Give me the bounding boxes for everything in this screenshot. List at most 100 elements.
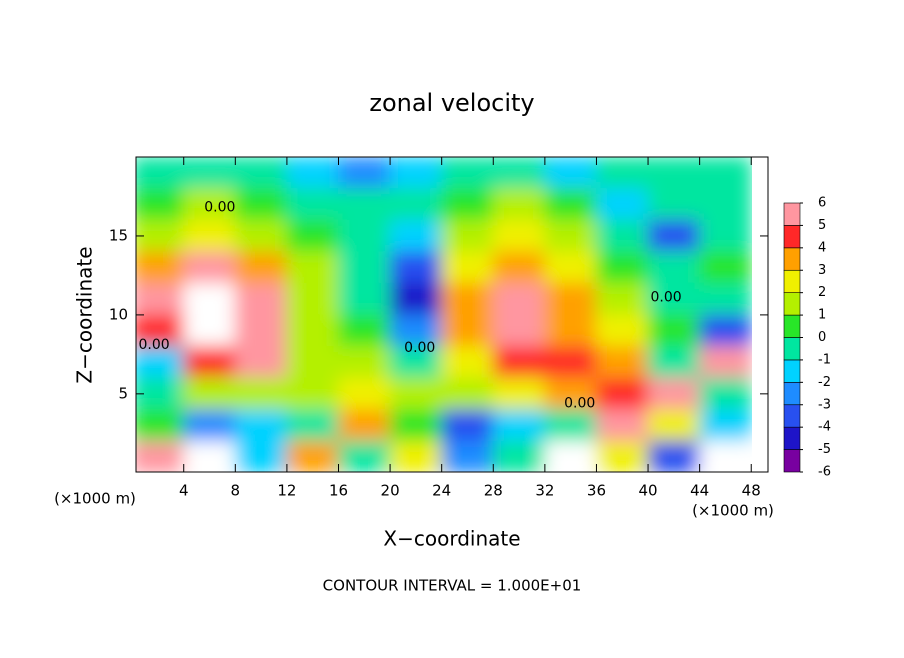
cell xyxy=(183,314,236,347)
cell xyxy=(492,188,546,221)
cell xyxy=(286,282,339,316)
colorbar-tick-label: 5 xyxy=(818,218,826,233)
cell xyxy=(441,282,494,316)
cell xyxy=(286,157,339,190)
cell xyxy=(492,345,546,379)
cell xyxy=(544,377,597,411)
cell xyxy=(183,219,236,253)
x-tick-label: 8 xyxy=(231,482,241,500)
cell xyxy=(337,440,391,472)
cell xyxy=(183,440,236,472)
cell xyxy=(544,314,597,347)
cell xyxy=(699,314,752,347)
x-tick-label: 4 xyxy=(179,482,189,500)
cell xyxy=(441,157,494,190)
cell xyxy=(699,345,752,379)
x-tick-label: 36 xyxy=(587,482,606,500)
colorbar-swatch xyxy=(783,382,801,406)
cell xyxy=(544,409,597,442)
y-unit: (×1000 m) xyxy=(54,490,136,508)
cell xyxy=(595,251,649,284)
cell xyxy=(647,219,701,253)
cell xyxy=(286,251,339,284)
cell xyxy=(595,377,649,411)
field-cells xyxy=(136,157,752,472)
cell xyxy=(286,409,339,442)
cell xyxy=(441,440,494,472)
cell xyxy=(136,282,185,316)
cell xyxy=(441,314,494,347)
cell xyxy=(492,282,546,316)
cell xyxy=(389,188,443,221)
chart-title: zonal velocity xyxy=(369,89,534,117)
cell xyxy=(441,219,494,253)
cell xyxy=(699,282,752,316)
cell xyxy=(234,157,288,190)
x-tick-label: 32 xyxy=(535,482,554,500)
cell xyxy=(234,409,288,442)
cell xyxy=(234,314,288,347)
x-tick-label: 16 xyxy=(329,482,348,500)
y-tick-label: 10 xyxy=(109,305,128,323)
cell xyxy=(595,157,649,190)
cell xyxy=(699,251,752,284)
cell xyxy=(286,314,339,347)
contour-label: 0.00 xyxy=(204,200,235,216)
cell xyxy=(389,251,443,284)
cell xyxy=(544,440,597,472)
cell xyxy=(699,188,752,221)
cell xyxy=(337,157,391,190)
cell xyxy=(234,377,288,411)
cell xyxy=(389,157,443,190)
cell xyxy=(441,251,494,284)
cell xyxy=(441,345,494,379)
x-tick-label: 12 xyxy=(277,482,296,500)
cell xyxy=(544,282,597,316)
x-axis-label: X−coordinate xyxy=(383,527,520,551)
cell xyxy=(647,440,701,472)
cell xyxy=(647,251,701,284)
cell xyxy=(337,377,391,411)
cell xyxy=(544,188,597,221)
colorbar-tick-label: -1 xyxy=(818,352,831,367)
cell xyxy=(136,440,185,472)
contour-label: 0.00 xyxy=(651,290,682,306)
colorbar-tick-label: 6 xyxy=(818,196,826,211)
colorbar-swatch xyxy=(783,247,801,271)
cell xyxy=(183,157,236,190)
cell xyxy=(492,314,546,347)
colorbar-swatch xyxy=(783,202,801,226)
cell xyxy=(492,377,546,411)
cell xyxy=(136,314,185,347)
cell xyxy=(286,188,339,221)
colorbar-swatch xyxy=(783,225,801,249)
colorbar-tick-label: 3 xyxy=(818,263,826,278)
cell xyxy=(136,157,185,190)
cell xyxy=(389,282,443,316)
cell xyxy=(595,282,649,316)
cell xyxy=(699,219,752,253)
cell xyxy=(492,251,546,284)
cell xyxy=(595,188,649,221)
cell xyxy=(136,409,185,442)
cell xyxy=(647,314,701,347)
cell xyxy=(337,251,391,284)
colorbar-tick-label: -4 xyxy=(818,420,831,435)
x-tick-label: 44 xyxy=(690,482,709,500)
cell xyxy=(647,188,701,221)
cell xyxy=(699,409,752,442)
cell xyxy=(595,314,649,347)
cell xyxy=(595,409,649,442)
cell xyxy=(337,282,391,316)
cell xyxy=(136,219,185,253)
cell xyxy=(286,440,339,472)
cell xyxy=(337,219,391,253)
cell xyxy=(441,188,494,221)
colorbar-tick-label: 0 xyxy=(818,330,826,345)
cell xyxy=(183,409,236,442)
x-tick-label: 40 xyxy=(639,482,658,500)
y-tick-label: 15 xyxy=(109,226,128,244)
cell xyxy=(544,157,597,190)
cell xyxy=(183,282,236,316)
cell xyxy=(647,409,701,442)
